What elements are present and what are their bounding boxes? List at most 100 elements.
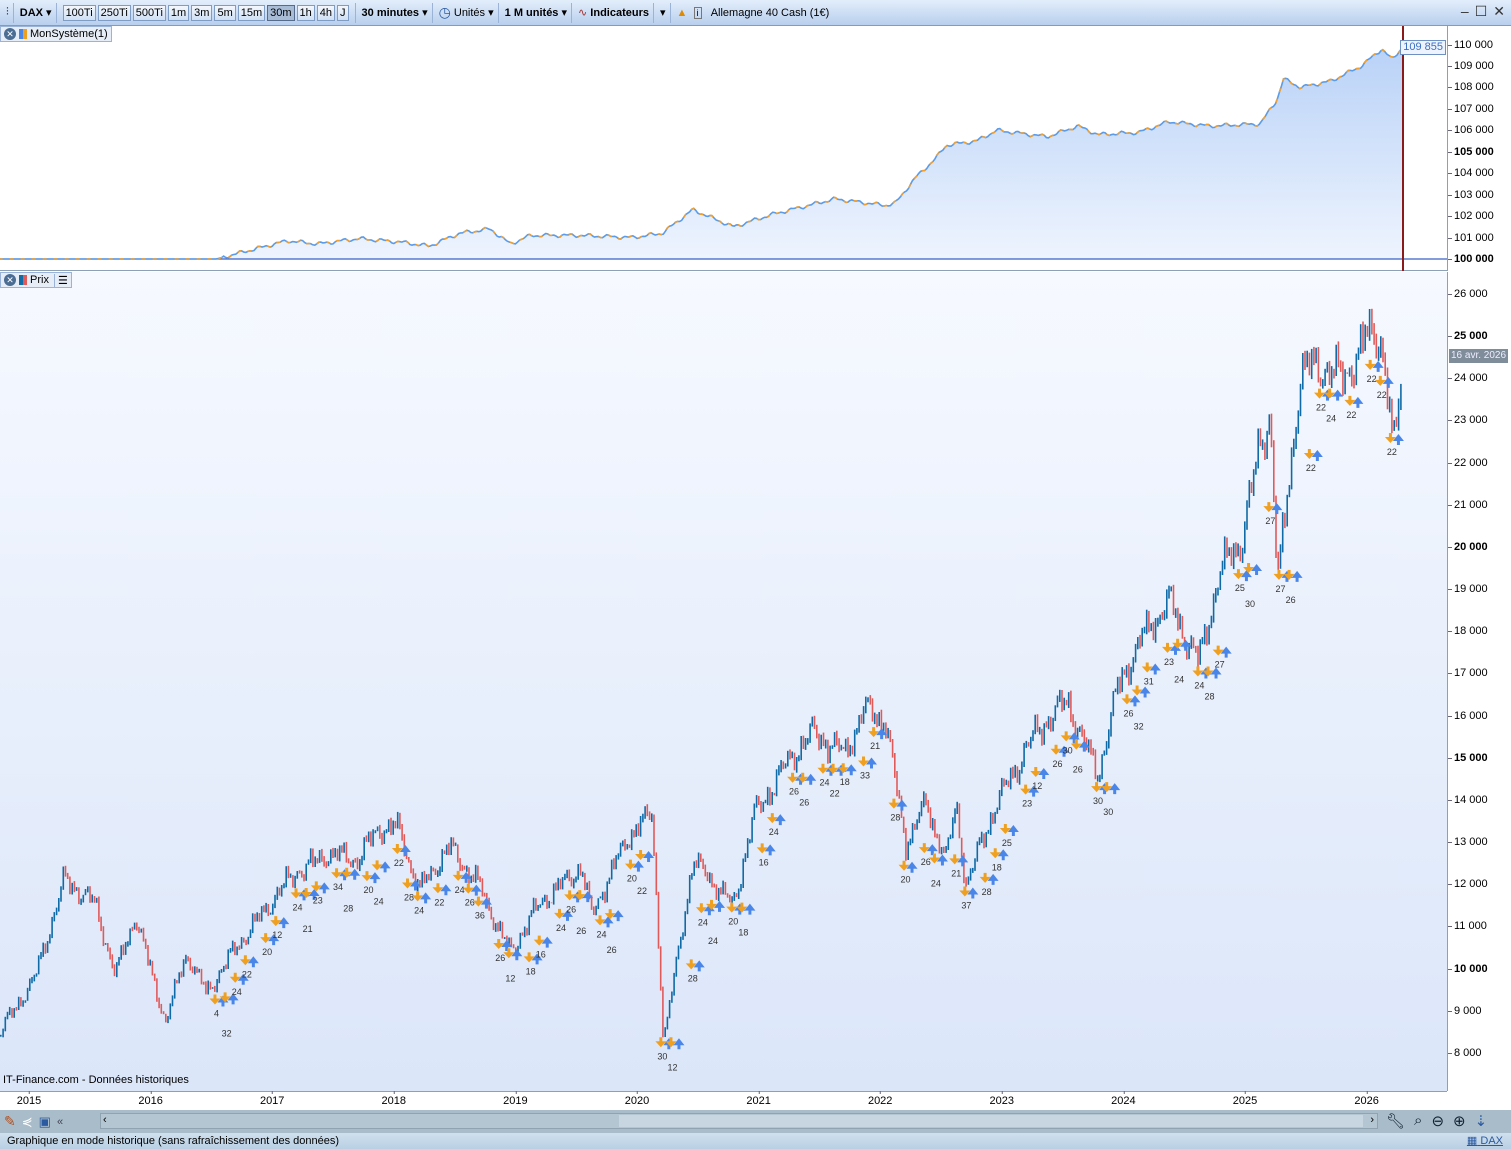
- units-count-dropdown[interactable]: 1 M unités ▾: [501, 2, 573, 23]
- y-tick-label: 104 000: [1448, 167, 1494, 180]
- drawing-tools-icon[interactable]: ✎: [4, 1113, 16, 1129]
- zoom-in-icon[interactable]: ⊕: [1453, 1113, 1466, 1130]
- maximize-icon[interactable]: ☐: [1474, 3, 1488, 19]
- buy-arrow-icon: [1332, 389, 1344, 401]
- window-controls: – ☐ ✕: [1461, 3, 1505, 20]
- period-button-J[interactable]: J: [337, 4, 349, 21]
- signal-label: 4: [214, 1008, 219, 1018]
- sell-arrow-icon: [1364, 359, 1376, 370]
- sell-arrow-icon: [523, 952, 535, 963]
- sell-arrow-icon: [391, 844, 403, 855]
- scroll-left-icon[interactable]: ‹: [103, 1114, 107, 1126]
- scroll-to-end-icon[interactable]: ⇣: [1474, 1113, 1488, 1130]
- signal-label: 33: [860, 770, 870, 780]
- period-button-30m[interactable]: 30m: [267, 4, 295, 21]
- close-panel-icon[interactable]: ✕: [4, 274, 16, 286]
- list-icon[interactable]: ☰: [53, 273, 68, 287]
- buy-arrow-icon: [541, 936, 553, 948]
- trade-signal: 24: [1324, 388, 1344, 424]
- sell-arrow-icon: [1243, 563, 1255, 574]
- sell-arrow-icon: [787, 772, 799, 783]
- period-button-500Ti[interactable]: 500Ti: [132, 4, 166, 21]
- zoom-out-icon[interactable]: ⊖: [1431, 1113, 1445, 1130]
- indicators-button[interactable]: ∿ Indicateurs: [574, 2, 654, 23]
- signal-label: 26: [1073, 765, 1083, 775]
- sell-arrow-icon: [655, 1037, 667, 1048]
- scrollbar-thumb[interactable]: [619, 1115, 1363, 1127]
- x-tick-label: 2015: [16, 1091, 42, 1107]
- horizontal-scrollbar[interactable]: ‹ ›: [100, 1113, 1378, 1129]
- symbol-selector[interactable]: DAX ▾: [16, 2, 57, 23]
- period-button-250Ti[interactable]: 250Ti: [97, 4, 131, 21]
- sell-arrow-icon: [1050, 744, 1062, 755]
- settings-wrench-icon[interactable]: 🔧︎: [1386, 1113, 1406, 1130]
- units-dropdown[interactable]: ◷ Unités ▾: [435, 2, 499, 23]
- warning-icon[interactable]: ▲: [676, 6, 688, 19]
- y-tick-label: 22 000: [1448, 456, 1488, 469]
- timeframe-dropdown[interactable]: 30 minutes ▾: [358, 2, 433, 23]
- sell-arrow-icon: [260, 933, 272, 944]
- sell-arrow-icon: [493, 939, 505, 950]
- price-panel-title[interactable]: Prix: [30, 274, 49, 286]
- trade-signal: 26: [462, 883, 482, 908]
- buy-arrow-icon: [1109, 783, 1121, 795]
- y-tick-label: 103 000: [1448, 188, 1494, 201]
- time-axis[interactable]: 2015 2016 2017 2018 2019 2020 2021 2022 2023 2024…: [0, 1091, 1447, 1110]
- y-tick-label: 20 000: [1448, 540, 1488, 553]
- sell-arrow-icon: [219, 992, 231, 1003]
- minimize-icon[interactable]: –: [1460, 3, 1469, 19]
- buy-arrow-icon: [1220, 646, 1232, 658]
- y-tick-label: 19 000: [1448, 583, 1488, 596]
- share-icon[interactable]: ⋞: [21, 1113, 33, 1129]
- signal-label: 23: [313, 895, 323, 905]
- signal-label: 30: [1245, 599, 1255, 609]
- equity-line-drawdown: [0, 47, 1403, 260]
- sell-arrow-icon: [706, 899, 717, 910]
- period-button-1m[interactable]: 1m: [167, 4, 190, 21]
- sell-arrow-icon: [888, 798, 900, 809]
- signal-label: 32: [1134, 721, 1144, 731]
- units-label: Unités: [453, 6, 486, 19]
- symbol-label: DAX: [19, 6, 43, 19]
- trade-signal: 22: [239, 955, 259, 979]
- signal-label: 24: [1326, 414, 1336, 424]
- scroll-right-icon[interactable]: ›: [1370, 1114, 1374, 1126]
- period-button-100Ti[interactable]: 100Ti: [62, 4, 96, 21]
- period-button-3m[interactable]: 3m: [191, 4, 213, 21]
- sell-arrow-icon: [1121, 694, 1133, 705]
- buy-arrow-icon: [1028, 785, 1040, 797]
- buy-arrow-icon: [582, 891, 594, 903]
- indicators-dropdown[interactable]: ▾: [656, 2, 671, 23]
- buy-arrow-icon: [632, 860, 644, 872]
- period-button-1h[interactable]: 1h: [296, 4, 315, 21]
- period-button-15m[interactable]: 15m: [237, 4, 266, 21]
- equity-y-axis[interactable]: 100 000 101 000 102 000 103 000 104 000 105 0…: [1447, 26, 1511, 271]
- sell-arrow-icon: [1212, 645, 1224, 656]
- scroll-start-icon[interactable]: «: [56, 1115, 64, 1128]
- period-button-4h[interactable]: 4h: [316, 4, 336, 21]
- signal-label: 22: [1316, 403, 1326, 413]
- auto-zoom-icon[interactable]: ⌕: [1414, 1112, 1423, 1129]
- trade-signal: 20: [898, 860, 918, 885]
- close-panel-icon[interactable]: ✕: [4, 28, 16, 40]
- info-icon[interactable]: i: [693, 6, 702, 19]
- period-button-5m[interactable]: 5m: [214, 4, 236, 21]
- signal-label: 24: [698, 917, 708, 927]
- trade-signal: 26: [604, 909, 624, 955]
- y-tick-label: 101 000: [1448, 231, 1494, 244]
- y-tick-label: 13 000: [1448, 836, 1488, 849]
- symbol-link[interactable]: ▦ DAX: [1467, 1133, 1503, 1149]
- new-window-icon[interactable]: ▣: [38, 1113, 51, 1129]
- equity-panel-title[interactable]: MonSystème(1): [30, 28, 108, 40]
- equity-last-value: 109 855: [1400, 40, 1446, 55]
- y-tick-label: 11 000: [1448, 920, 1487, 933]
- price-y-axis[interactable]: 8 000 9 000 10 000 11 000 12 000 13 000 14 000…: [1447, 272, 1511, 1091]
- close-icon[interactable]: ✕: [1493, 3, 1505, 19]
- signal-label: 20: [363, 885, 373, 895]
- signal-label: 25: [1002, 838, 1012, 848]
- chart-type-icon[interactable]: ⫶: [2, 2, 14, 23]
- buy-arrow-icon: [440, 884, 452, 896]
- signal-label: 26: [566, 904, 576, 914]
- sell-arrow-icon: [554, 908, 565, 919]
- buy-arrow-icon: [278, 917, 290, 929]
